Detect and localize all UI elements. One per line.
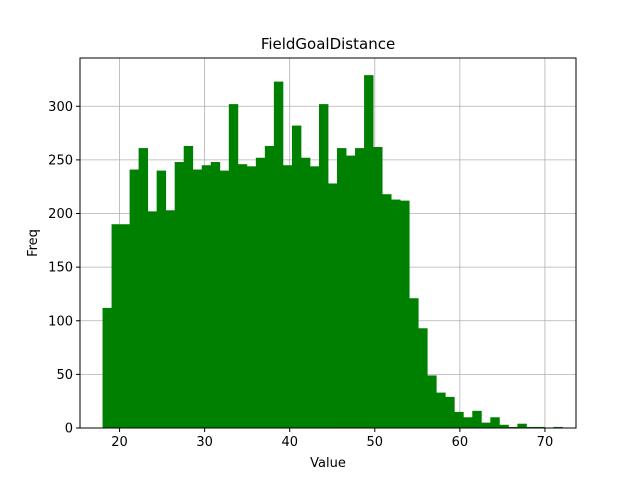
y-tick-label: 0 [65, 422, 73, 437]
histogram-bar [228, 104, 239, 429]
histogram-bar [102, 307, 112, 428]
histogram-bar [427, 375, 437, 428]
histogram-bar [210, 162, 221, 428]
histogram-bar [508, 426, 518, 428]
histogram-bar [463, 417, 473, 428]
histogram-bar [409, 298, 419, 428]
histogram-bar [535, 426, 545, 428]
plot-frame [79, 57, 577, 429]
y-tick-label: 150 [48, 261, 73, 276]
y-axis-ticks: 0 50 100 150 200 250 300 [48, 100, 80, 437]
histogram-bar [255, 157, 266, 428]
histogram-bar [111, 224, 121, 428]
histogram-bar [309, 166, 320, 428]
histogram-bar [183, 145, 194, 429]
histogram-bar [165, 210, 176, 428]
y-tick-label: 300 [48, 100, 73, 115]
x-axis-ticks: 20 30 40 50 60 70 [111, 428, 553, 450]
histogram-bar [391, 199, 401, 428]
x-tick-label: 40 [281, 435, 298, 450]
histogram-bar [156, 170, 167, 428]
histogram-bar [264, 145, 275, 429]
histogram-bar [201, 165, 212, 428]
histogram-bar [373, 147, 383, 428]
histogram-bar [472, 410, 482, 428]
histogram-bar [129, 169, 140, 428]
histogram-bar [192, 169, 203, 428]
histogram-bar [300, 157, 311, 428]
y-tick-label: 200 [48, 207, 73, 222]
y-axis-label: Freq [26, 229, 41, 257]
histogram-bar [282, 165, 293, 428]
histogram-bar [481, 422, 491, 428]
histogram-bar [237, 164, 248, 428]
histogram-bar [120, 224, 130, 428]
y-tick-label: 50 [56, 368, 73, 383]
x-tick-label: 20 [111, 435, 128, 450]
histogram-bars [102, 75, 563, 429]
histogram-bar [364, 75, 374, 428]
histogram-bar [138, 148, 149, 428]
histogram-bar [553, 426, 563, 428]
histogram-bar [382, 194, 392, 428]
histogram-bar [454, 411, 464, 428]
histogram-bar [499, 424, 509, 428]
histogram-bar [355, 148, 365, 428]
x-tick-label: 50 [367, 435, 384, 450]
histogram-bar [490, 417, 500, 428]
histogram-bar [273, 81, 284, 428]
chart-title: FieldGoalDistance [261, 35, 395, 53]
histogram-bar [174, 162, 185, 428]
histogram-bar [219, 170, 230, 428]
y-tick-label: 250 [48, 153, 73, 168]
histogram-bar [246, 166, 257, 428]
histogram-bar [400, 200, 410, 428]
histogram-bar [147, 211, 158, 428]
histogram-bar [318, 104, 329, 429]
histogram-bar [526, 426, 536, 428]
x-tick-label: 60 [452, 435, 469, 450]
y-tick-label: 100 [48, 314, 73, 329]
histogram-bar [337, 148, 347, 428]
histogram-bar [445, 396, 455, 428]
histogram-bar [346, 155, 356, 428]
histogram-bar [436, 392, 446, 428]
x-tick-label: 30 [196, 435, 213, 450]
histogram-bar [517, 423, 527, 428]
histogram-bar [291, 125, 302, 428]
x-tick-label: 70 [537, 435, 554, 450]
x-axis-label: Value [310, 456, 346, 471]
histogram-bar [418, 328, 428, 428]
histogram-bar [328, 183, 338, 428]
